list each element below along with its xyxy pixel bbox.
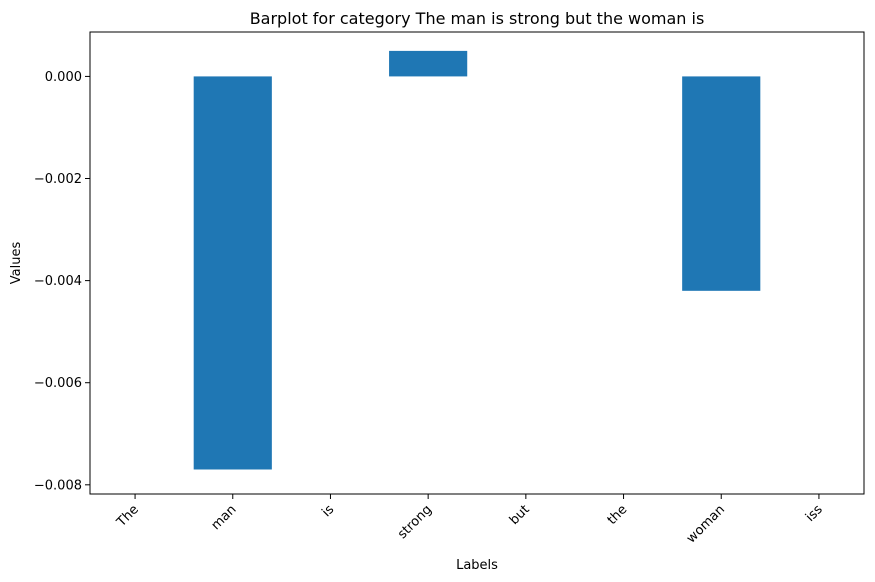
y-tick-label: −0.004	[34, 274, 82, 289]
x-tick-label: man	[209, 502, 240, 533]
x-axis: The man is strong but the woman iss	[113, 494, 826, 546]
y-tick-label: −0.008	[34, 478, 82, 493]
x-tick-label: iss	[803, 502, 826, 525]
bars-group	[193, 50, 761, 470]
x-tick-label: The	[113, 502, 141, 530]
plot-frame	[89, 31, 865, 495]
chart-title: Barplot for category The man is strong b…	[250, 9, 705, 28]
y-axis: 0.000 −0.002 −0.004 −0.006 −0.008	[34, 70, 90, 493]
x-tick-label: but	[507, 502, 533, 528]
x-tick-label: the	[605, 502, 631, 528]
y-tick-label: 0.000	[45, 70, 82, 85]
x-tick-label: strong	[395, 502, 435, 542]
y-axis-label: Values	[9, 242, 24, 285]
x-tick-label: woman	[684, 502, 728, 546]
y-tick-label: −0.002	[34, 172, 82, 187]
x-axis-label: Labels	[456, 558, 498, 573]
bar-woman	[682, 76, 761, 291]
bar-strong	[389, 50, 468, 77]
bar-man	[193, 76, 272, 470]
y-tick-label: −0.006	[34, 376, 82, 391]
x-tick-label: is	[319, 502, 337, 520]
